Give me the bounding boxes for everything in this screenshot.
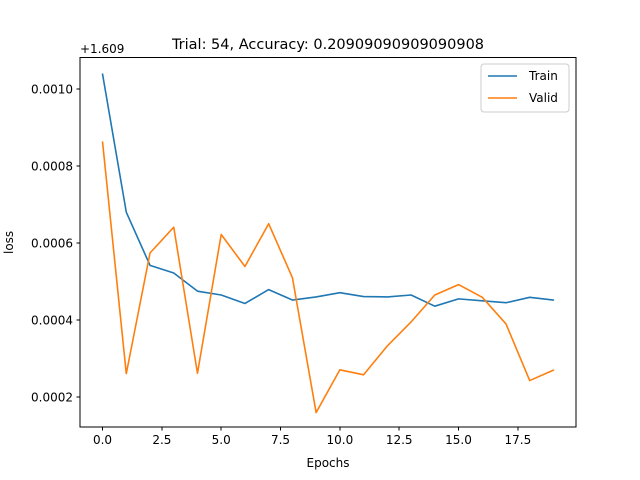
legend-label-valid: Valid xyxy=(529,91,558,105)
series-line-train xyxy=(101,73,555,307)
series-line-valid xyxy=(101,141,555,414)
plot-frame xyxy=(79,57,577,428)
y-tick-label: 0.0010 xyxy=(31,82,73,96)
y-tick-label: 0.0002 xyxy=(31,391,73,405)
x-tick-label: 2.5 xyxy=(152,433,171,447)
chart-title: Trial: 54, Accuracy: 0.20909090909090908 xyxy=(171,37,484,53)
x-tick-label: 10.0 xyxy=(327,433,354,447)
y-offset-label: +1.609 xyxy=(80,42,124,56)
y-tick-label: 0.0006 xyxy=(31,236,73,250)
y-axis-label: loss xyxy=(2,231,16,254)
x-axis-label: Epochs xyxy=(307,456,350,470)
x-tick-label: 5.0 xyxy=(212,433,231,447)
x-tick-label: 12.5 xyxy=(386,433,413,447)
legend: Train Valid xyxy=(480,63,570,113)
x-tick-label: 15.0 xyxy=(445,433,472,447)
y-tick-label: 0.0008 xyxy=(31,159,73,173)
x-tick-label: 7.5 xyxy=(271,433,290,447)
legend-label-train: Train xyxy=(528,69,558,83)
y-tick-label: 0.0004 xyxy=(31,314,73,328)
x-tick-label: 17.5 xyxy=(504,433,531,447)
x-tick-label: 0.0 xyxy=(93,433,112,447)
